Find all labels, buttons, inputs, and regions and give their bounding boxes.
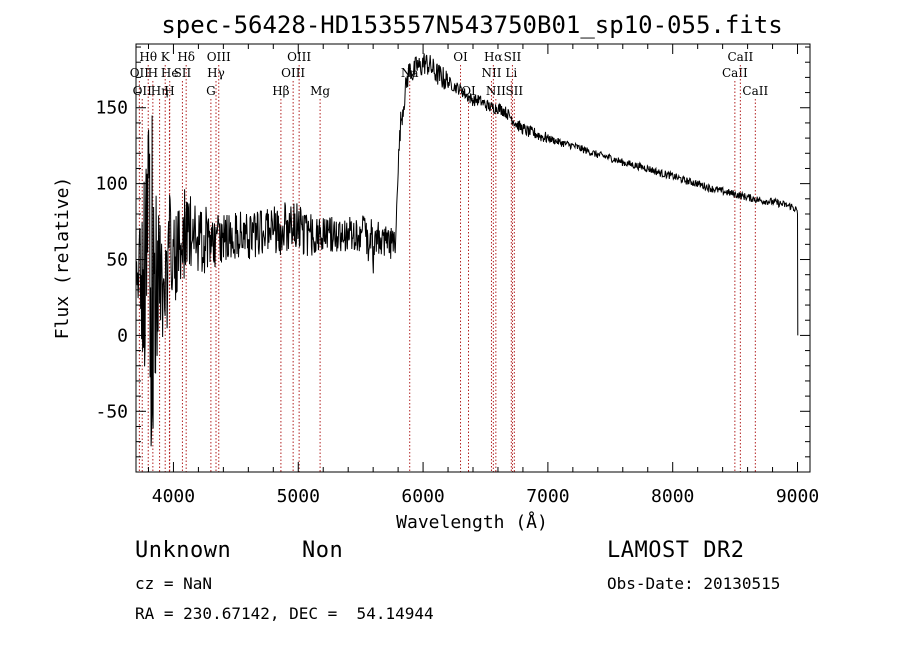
axis-ticks: 4000 5000 6000 7000 8000 9000 -50 0 50 100 150	[95, 44, 819, 507]
line-label: He	[161, 66, 179, 80]
y-axis-label: Flux (relative)	[52, 177, 73, 340]
line-label: CaII	[727, 50, 753, 64]
line-label: Hη	[151, 84, 169, 98]
object-class: Unknown	[135, 538, 232, 563]
line-label: Hθ	[139, 50, 157, 64]
y-tick-label: -50	[95, 401, 128, 422]
line-label: Mg	[310, 84, 330, 98]
chart-title: spec-56428-HD153557N543750B01_sp10-055.f…	[161, 11, 782, 39]
y-tick-label: 50	[106, 250, 128, 271]
line-label: SII	[505, 84, 523, 98]
x-tick-label: 9000	[776, 486, 819, 507]
x-axis-label: Wavelength (Å)	[396, 511, 548, 533]
redshift-cz: cz = NaN	[135, 574, 213, 593]
x-tick-label: 6000	[401, 486, 444, 507]
line-label: Hα	[484, 50, 503, 64]
object-subclass: Non	[302, 538, 344, 563]
line-label: NII	[481, 66, 501, 80]
plot-frame	[135, 43, 811, 473]
line-label: OIII	[287, 50, 311, 64]
x-tick-label: 5000	[277, 486, 320, 507]
x-tick-label: 4000	[152, 486, 195, 507]
line-label: H	[164, 84, 174, 98]
line-label: OII	[130, 66, 150, 80]
line-label: G	[206, 84, 216, 98]
line-label: Li	[505, 66, 517, 80]
coordinates: RA = 230.67142, DEC = 54.14944	[135, 604, 434, 623]
line-label: Hβ	[272, 84, 289, 98]
spectrum-line	[136, 53, 799, 447]
x-tick-label: 7000	[526, 486, 569, 507]
y-tick-label: 100	[95, 174, 128, 195]
line-label: H	[148, 66, 158, 80]
x-tick-label: 8000	[651, 486, 694, 507]
line-label: SII	[174, 66, 192, 80]
observation-date: Obs-Date: 20130515	[607, 574, 781, 593]
line-label: CaII	[742, 84, 768, 98]
spectrum-trace	[136, 53, 799, 447]
line-label: OII	[133, 84, 153, 98]
survey-name: LAMOST DR2	[607, 538, 745, 563]
line-label: CaII	[722, 66, 748, 80]
line-label: OI	[453, 50, 468, 64]
line-label: Hδ	[177, 50, 195, 64]
line-label: K	[161, 50, 171, 64]
line-label: OIII	[281, 66, 305, 80]
line-label: SII	[504, 50, 522, 64]
line-label: Hγ	[207, 66, 225, 80]
line-label: OIII	[207, 50, 231, 64]
y-tick-label: 150	[95, 98, 128, 119]
line-label: NII	[486, 84, 506, 98]
spectral-lines: OIIOIIHθHHηKHHeSIIHδGHγOIIIHβOIIIOIIIMgN…	[130, 50, 768, 472]
y-tick-label: 0	[117, 325, 128, 346]
